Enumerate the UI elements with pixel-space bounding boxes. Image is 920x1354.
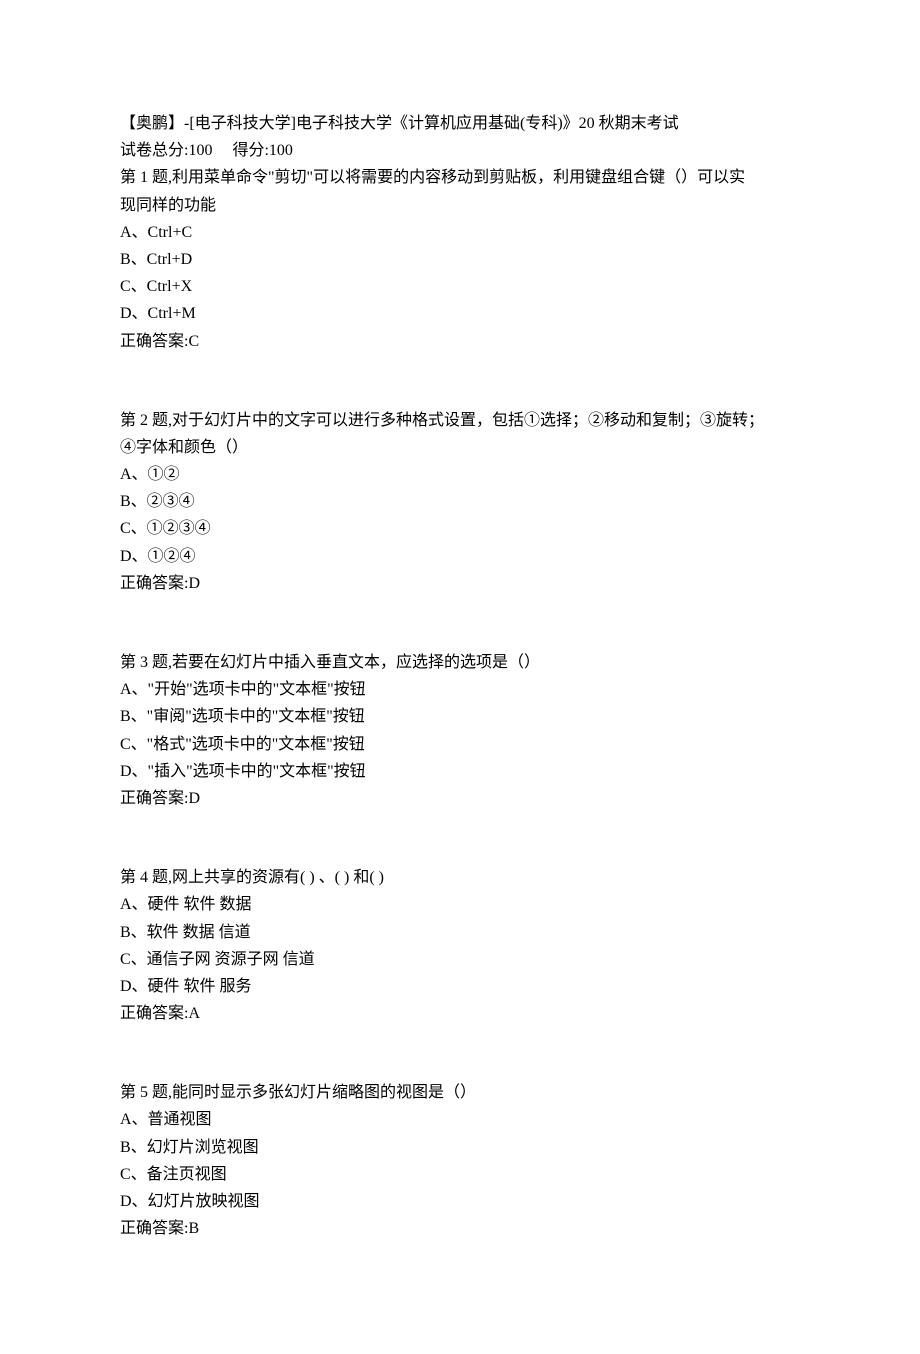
correct-answer: 正确答案:A — [120, 1000, 800, 1027]
option-c: C、通信子网 资源子网 信道 — [120, 946, 800, 973]
question-1: 第 1 题,利用菜单命令"剪切"可以将需要的内容移动到剪贴板，利用键盘组合键（）… — [120, 164, 800, 354]
question-prompt: ④字体和颜色（） — [120, 434, 800, 461]
option-a: A、Ctrl+C — [120, 219, 800, 246]
question-4: 第 4 题,网上共享的资源有( ) 、( ) 和( ) A、硬件 软件 数据 B… — [120, 864, 800, 1027]
question-prompt: 第 1 题,利用菜单命令"剪切"可以将需要的内容移动到剪贴板，利用键盘组合键（）… — [120, 164, 800, 191]
option-a: A、"开始"选项卡中的"文本框"按钮 — [120, 676, 800, 703]
document-header: 【奥鹏】-[电子科技大学]电子科技大学《计算机应用基础(专科)》20 秋期末考试… — [120, 110, 800, 164]
option-d: D、Ctrl+M — [120, 300, 800, 327]
option-d: D、"插入"选项卡中的"文本框"按钮 — [120, 758, 800, 785]
question-prompt: 第 5 题,能同时显示多张幻灯片缩略图的视图是（） — [120, 1079, 800, 1106]
correct-answer: 正确答案:D — [120, 570, 800, 597]
option-a: A、普通视图 — [120, 1106, 800, 1133]
option-d: D、①②④ — [120, 543, 800, 570]
question-3: 第 3 题,若要在幻灯片中插入垂直文本，应选择的选项是（） A、"开始"选项卡中… — [120, 649, 800, 812]
option-b: B、软件 数据 信道 — [120, 919, 800, 946]
correct-answer: 正确答案:D — [120, 785, 800, 812]
option-c: C、①②③④ — [120, 515, 800, 542]
question-prompt: 现同样的功能 — [120, 192, 800, 219]
option-c: C、Ctrl+X — [120, 273, 800, 300]
score-summary: 试卷总分:100 得分:100 — [120, 137, 800, 164]
option-b: B、Ctrl+D — [120, 246, 800, 273]
correct-answer: 正确答案:C — [120, 328, 800, 355]
question-prompt: 第 2 题,对于幻灯片中的文字可以进行多种格式设置，包括①选择；②移动和复制；③… — [120, 407, 800, 434]
option-c: C、"格式"选项卡中的"文本框"按钮 — [120, 731, 800, 758]
option-d: D、硬件 软件 服务 — [120, 973, 800, 1000]
document-title: 【奥鹏】-[电子科技大学]电子科技大学《计算机应用基础(专科)》20 秋期末考试 — [120, 110, 800, 137]
question-prompt: 第 4 题,网上共享的资源有( ) 、( ) 和( ) — [120, 864, 800, 891]
option-b: B、②③④ — [120, 488, 800, 515]
correct-answer: 正确答案:B — [120, 1215, 800, 1242]
option-b: B、"审阅"选项卡中的"文本框"按钮 — [120, 703, 800, 730]
option-a: A、①② — [120, 461, 800, 488]
option-d: D、幻灯片放映视图 — [120, 1188, 800, 1215]
question-2: 第 2 题,对于幻灯片中的文字可以进行多种格式设置，包括①选择；②移动和复制；③… — [120, 407, 800, 597]
question-prompt: 第 3 题,若要在幻灯片中插入垂直文本，应选择的选项是（） — [120, 649, 800, 676]
option-b: B、幻灯片浏览视图 — [120, 1134, 800, 1161]
option-a: A、硬件 软件 数据 — [120, 891, 800, 918]
question-5: 第 5 题,能同时显示多张幻灯片缩略图的视图是（） A、普通视图 B、幻灯片浏览… — [120, 1079, 800, 1242]
option-c: C、备注页视图 — [120, 1161, 800, 1188]
